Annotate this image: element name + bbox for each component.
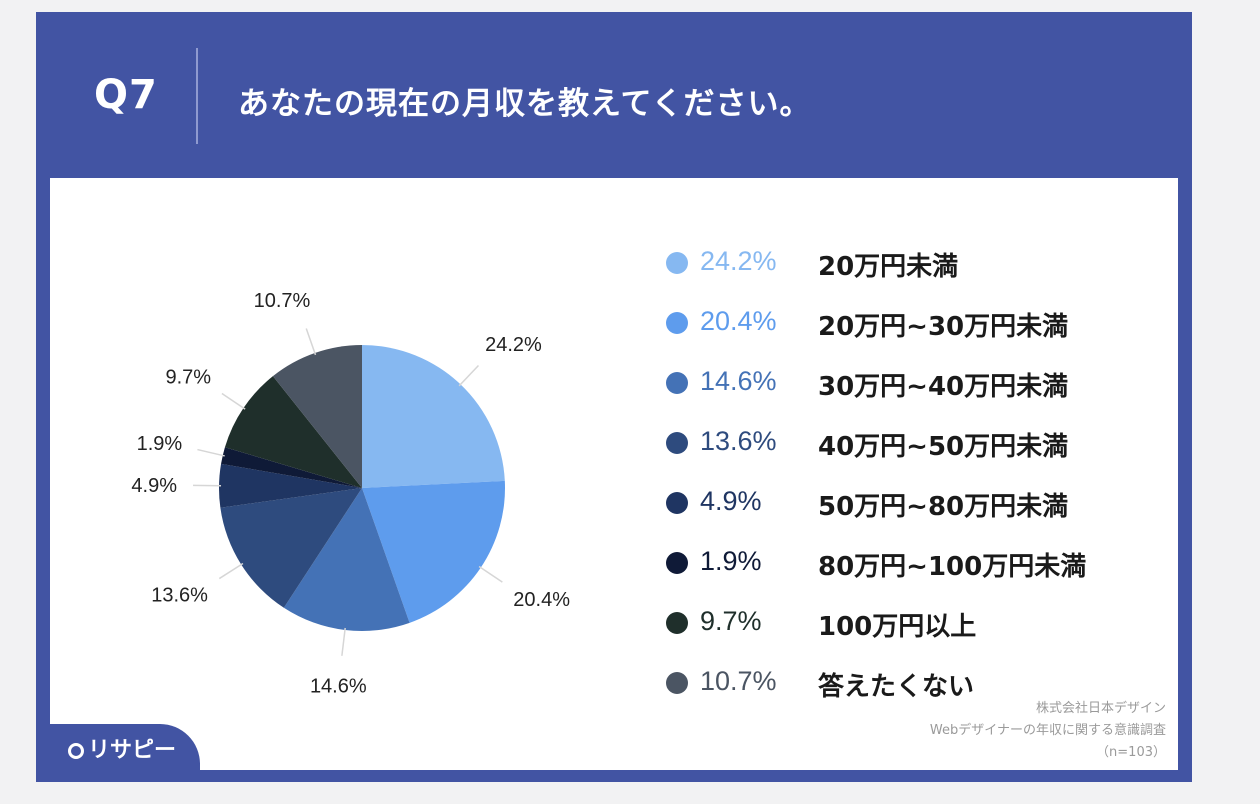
question-header: Q7 あなたの現在の月収を教えてください。 — [36, 12, 1192, 178]
legend-swatch-2 — [666, 312, 688, 334]
legend-category-2: 20万円~30万円未満 — [818, 312, 1069, 342]
leader-line-4 — [218, 562, 244, 580]
legend-item-7: 9.7% 100万円以上 — [666, 594, 1166, 654]
legend-category-1: 20万円未満 — [818, 252, 959, 282]
pie-slice-4 — [220, 488, 362, 608]
pie-slice-3 — [283, 488, 410, 631]
pie-value-label-7: 9.7% — [165, 367, 211, 389]
question-title: あなたの現在の月収を教えてください。 — [238, 86, 812, 122]
legend-category-7: 100万円以上 — [818, 612, 977, 642]
pie-slice-5 — [219, 463, 362, 508]
leader-line-7 — [221, 392, 246, 410]
pie-slice-2 — [362, 480, 505, 623]
source-survey: Webデザイナーの年収に関する意識調査 — [929, 723, 1166, 738]
pie-slice-6 — [221, 447, 362, 488]
pie-value-label-6: 1.9% — [137, 433, 183, 455]
legend-percent-7: 9.7% — [700, 606, 762, 636]
legend-item-3: 14.6% 30万円~40万円未満 — [666, 354, 1166, 414]
legend-percent-4: 13.6% — [700, 426, 777, 456]
source-sample-size: （n=103） — [1096, 745, 1166, 760]
legend-category-6: 80万円~100万円未満 — [818, 552, 1087, 582]
pie-value-label-4: 13.6% — [151, 585, 208, 607]
leader-line-1 — [458, 365, 480, 387]
legend-percent-6: 1.9% — [700, 546, 762, 576]
legend-item-8: 10.7% 答えたくない — [666, 654, 1166, 714]
pie-slice-8 — [272, 345, 362, 488]
legend-item-6: 1.9% 80万円~100万円未満 — [666, 534, 1166, 594]
legend-item-2: 20.4% 20万円~30万円未満 — [666, 294, 1166, 354]
legend-category-4: 40万円~50万円未満 — [818, 432, 1069, 462]
legend-percent-3: 14.6% — [700, 366, 777, 396]
source-company: 株式会社日本デザイン — [1035, 701, 1166, 716]
legend-percent-1: 24.2% — [700, 246, 777, 276]
legend-swatch-6 — [666, 552, 688, 574]
leader-line-6 — [197, 448, 225, 457]
legend-swatch-8 — [666, 672, 688, 694]
chart-frame: Q7 あなたの現在の月収を教えてください。 24.2% 20.4% 14.6% 13.… — [36, 12, 1192, 782]
legend-swatch-4 — [666, 432, 688, 454]
pie-value-label-2: 20.4% — [513, 589, 570, 611]
pie-value-label-8: 10.7% — [254, 290, 311, 312]
pie-slice-1 — [362, 345, 505, 488]
leader-line-2 — [478, 565, 503, 583]
legend-swatch-1 — [666, 252, 688, 274]
pie-chart: 24.2% 20.4% 14.6% 13.6% 4.9% 1.9% 9.7% 10.7% — [131, 290, 570, 698]
source-note: 株式会社日本デザイン Webデザイナーの年収に関する意識調査 （n=103） — [930, 698, 1166, 764]
question-number: Q7 — [94, 72, 158, 118]
legend-percent-8: 10.7% — [700, 666, 777, 696]
legend-item-1: 24.2% 20万円未満 — [666, 234, 1166, 294]
pie-value-label-5: 4.9% — [131, 475, 177, 497]
pie-value-label-1: 24.2% — [485, 334, 542, 356]
legend-item-4: 13.6% 40万円~50万円未満 — [666, 414, 1166, 474]
legend-swatch-5 — [666, 492, 688, 514]
chart-panel: 24.2% 20.4% 14.6% 13.6% 4.9% 1.9% 9.7% 10.7% 24… — [50, 178, 1178, 770]
leader-line-3 — [341, 627, 346, 656]
chart-legend: 24.2% 20万円未満 20.4% 20万円~30万円未満 14.6% 30万円~40万… — [666, 234, 1166, 714]
pin-icon — [68, 743, 84, 759]
pie-value-label-3: 14.6% — [310, 676, 367, 698]
legend-swatch-3 — [666, 372, 688, 394]
legend-item-5: 4.9% 50万円~80万円未満 — [666, 474, 1166, 534]
legend-percent-2: 20.4% — [700, 306, 777, 336]
brand-logo: リサピー — [68, 732, 176, 764]
legend-category-3: 30万円~40万円未満 — [818, 372, 1069, 402]
legend-category-5: 50万円~80万円未満 — [818, 492, 1069, 522]
legend-percent-5: 4.9% — [700, 486, 762, 516]
logo-tab: リサピー — [50, 724, 200, 770]
pie-slice-7 — [224, 376, 362, 488]
brand-logo-text: リサピー — [88, 738, 177, 763]
legend-swatch-7 — [666, 612, 688, 634]
header-divider — [196, 48, 198, 144]
legend-category-8: 答えたくない — [818, 672, 975, 702]
leader-line-8 — [305, 328, 317, 356]
